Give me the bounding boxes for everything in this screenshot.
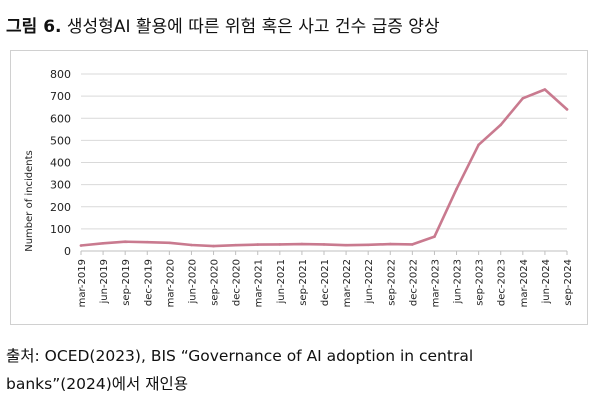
x-tick-label: dec-2019 [143, 259, 154, 306]
axis-layer: 0 100 200 300 400 500 600 700 800 mar-2019 jun-201… [50, 68, 574, 307]
x-tick-label: dec-2022 [408, 259, 419, 306]
x-tick-label: mar-2020 [165, 259, 176, 307]
x-tick-label: mar-2021 [254, 259, 265, 307]
data-point [168, 241, 171, 245]
data-point [455, 187, 458, 191]
source-note: 출처: OCED(2023), BIS “Governance of AI ad… [6, 342, 596, 398]
source-line-2: banks”(2024)에서 재인용 [6, 375, 189, 393]
data-point [212, 244, 215, 248]
figure-title-text: 생성형AI 활용에 따른 위험 혹은 사고 건수 급증 양상 [66, 17, 440, 37]
y-tick-label: 600 [50, 112, 71, 125]
data-point [521, 97, 525, 100]
data-point [499, 123, 503, 127]
y-tick-label: 400 [50, 157, 71, 170]
grid-layer [81, 73, 567, 230]
x-tick-label: dec-2021 [320, 259, 331, 306]
x-tick-label: sep-2023 [475, 259, 486, 306]
x-tick-label: jun-2023 [453, 259, 464, 305]
x-tick-label: jun-2020 [187, 259, 198, 305]
x-tick-label: mar-2022 [342, 259, 353, 307]
data-point [565, 108, 569, 111]
y-tick-label: 800 [50, 68, 71, 81]
data-point [79, 244, 83, 247]
x-tick-label: dec-2023 [497, 259, 508, 306]
data-point [123, 240, 127, 243]
y-tick-label: 700 [50, 90, 71, 103]
y-tick-label: 100 [50, 223, 71, 236]
chart-frame: 0 100 200 300 400 500 600 700 800 mar-2019 jun-201… [10, 50, 588, 325]
data-point [433, 235, 436, 238]
incidents-line-chart: 0 100 200 300 400 500 600 700 800 mar-2019 jun-201… [24, 68, 574, 307]
data-point [543, 88, 547, 91]
y-tick-label: 300 [50, 179, 71, 192]
y-tick-label: 500 [50, 134, 71, 147]
data-point [256, 243, 259, 246]
data-point [300, 242, 304, 246]
x-tick-label: sep-2020 [210, 259, 221, 306]
data-point [234, 243, 237, 247]
x-tick-label: mar-2019 [77, 259, 88, 307]
data-point [477, 143, 480, 147]
x-tick-label: jun-2022 [364, 259, 375, 305]
x-tick-label: dec-2020 [232, 259, 243, 306]
x-tick-label: mar-2023 [430, 259, 441, 307]
figure-title: 그림 6. 생성형AI 활용에 따른 위험 혹은 사고 건수 급증 양상 [6, 12, 440, 37]
figure-label: 그림 6. [6, 17, 62, 37]
data-point [389, 242, 392, 246]
data-point [146, 240, 149, 244]
data-point [101, 242, 105, 245]
x-tick-label: sep-2024 [563, 259, 574, 306]
data-point [322, 243, 326, 246]
y-tick-label: 0 [64, 245, 71, 258]
y-axis-label: Number of incidents [24, 150, 35, 252]
source-line-1: 출처: OCED(2023), BIS “Governance of AI ad… [6, 347, 474, 365]
series-line-0 [79, 88, 569, 248]
x-tick-label: mar-2024 [519, 259, 530, 307]
data-point [278, 243, 282, 246]
data-point [366, 243, 370, 247]
data-point [190, 243, 193, 247]
y-tick-label: 200 [50, 201, 71, 214]
x-tick-label: sep-2019 [121, 259, 132, 306]
x-tick-label: sep-2022 [386, 259, 397, 306]
x-tick-label: jun-2021 [276, 259, 287, 305]
data-point [411, 243, 414, 246]
data-point [344, 243, 348, 247]
x-tick-label: sep-2021 [298, 259, 309, 306]
series-layer [79, 88, 569, 248]
x-tick-label: jun-2024 [541, 259, 552, 305]
x-tick-label: jun-2019 [99, 259, 110, 305]
